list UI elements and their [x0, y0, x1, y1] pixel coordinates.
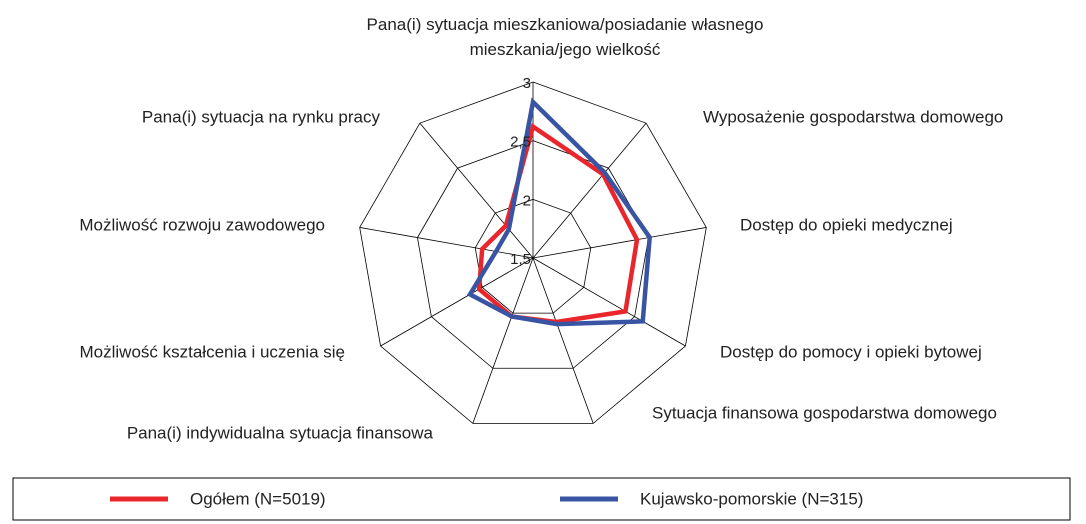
- series-line: [466, 97, 653, 327]
- grid-ring: [474, 198, 592, 314]
- tick-label: 2: [523, 192, 531, 209]
- tick-label: 2,5: [510, 134, 531, 151]
- grid-ring: [359, 81, 707, 424]
- category-label: Sytuacja finansowa gospodarstwa domowego: [652, 403, 997, 423]
- category-label: Wyposażenie gospodarstwa domowego: [703, 107, 1004, 127]
- legend-box: [12, 477, 1071, 521]
- legend-label: Kujawsko-pomorskie (N=315): [640, 489, 863, 508]
- spoke: [532, 122, 647, 259]
- category-label: Pana(i) sytuacja na rynku pracy: [141, 107, 380, 127]
- spoke: [359, 227, 534, 259]
- category-label: Dostęp do opieki medycznej: [740, 215, 953, 235]
- spoke: [419, 122, 534, 259]
- category-label: Dostęp do pomocy i opieki bytowej: [720, 342, 982, 362]
- category-label: Pana(i) indywidualna sytuacja finansowa: [126, 423, 433, 443]
- series-line: [476, 122, 640, 325]
- spoke: [380, 257, 534, 347]
- category-label: Możliwość rozwoju zawodowego: [79, 215, 325, 235]
- legend-label: Ogółem (N=5019): [190, 489, 326, 508]
- spoke: [532, 257, 594, 424]
- category-label: Możliwość kształcenia i uczenia się: [79, 342, 346, 362]
- spoke: [532, 257, 686, 347]
- tick-label: 3: [523, 75, 531, 92]
- tick-label: 1,5: [510, 251, 531, 268]
- grid-ring: [417, 140, 649, 369]
- spoke: [532, 227, 707, 259]
- category-label: Pana(i) sytuacja mieszkaniowa/posiadanie…: [366, 15, 764, 59]
- spoke: [472, 257, 534, 424]
